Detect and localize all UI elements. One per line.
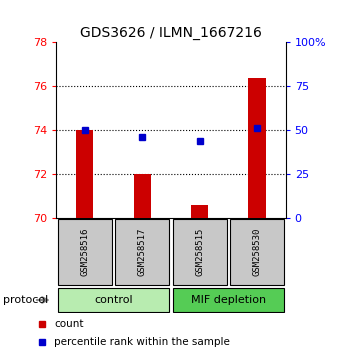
Text: GSM258515: GSM258515 xyxy=(195,228,204,276)
Text: percentile rank within the sample: percentile rank within the sample xyxy=(54,337,230,347)
Text: count: count xyxy=(54,319,83,329)
Bar xyxy=(173,219,226,285)
Bar xyxy=(134,174,151,218)
Text: protocol: protocol xyxy=(3,295,49,305)
Bar xyxy=(191,205,208,218)
Text: control: control xyxy=(94,295,133,305)
Bar xyxy=(58,219,112,285)
Title: GDS3626 / ILMN_1667216: GDS3626 / ILMN_1667216 xyxy=(80,26,262,40)
Text: MIF depletion: MIF depletion xyxy=(191,295,266,305)
Bar xyxy=(230,219,284,285)
Bar xyxy=(76,130,94,218)
Bar xyxy=(248,78,266,218)
Text: GSM258516: GSM258516 xyxy=(80,228,89,276)
Bar xyxy=(58,288,169,312)
Bar xyxy=(115,219,169,285)
Bar xyxy=(173,288,284,312)
Text: GSM258517: GSM258517 xyxy=(138,228,147,276)
Text: GSM258530: GSM258530 xyxy=(252,228,261,276)
